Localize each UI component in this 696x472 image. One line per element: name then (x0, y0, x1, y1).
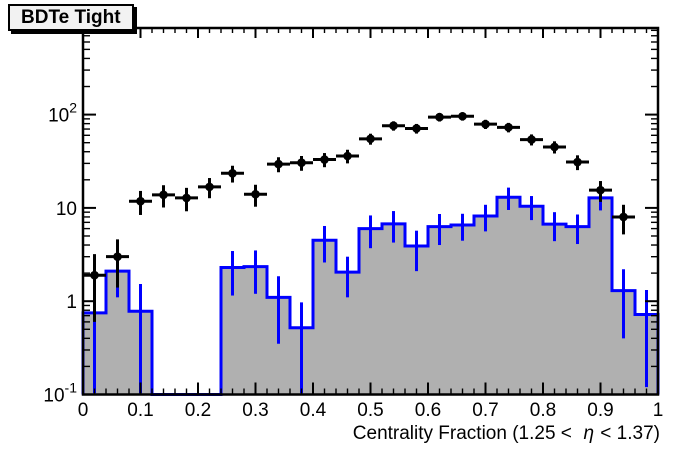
axis-ticks (82, 28, 659, 396)
eta-symbol: η (583, 423, 595, 444)
data-point-marker (297, 158, 306, 168)
x-tick-label: 0 (78, 400, 89, 421)
data-point-marker (366, 134, 375, 144)
data-point-marker (573, 157, 582, 167)
data-point-marker (389, 121, 398, 131)
x-tick-label: 0.9 (587, 400, 613, 421)
data-point-marker (159, 190, 168, 200)
x-axis-title-prefix: Centrality Fraction (1.25 < (352, 423, 583, 444)
y-tick-label: 1 (66, 292, 77, 313)
data-point-marker (90, 270, 99, 280)
x-axis-title: Centrality Fraction (1.25 < η < 1.37) (353, 423, 660, 445)
data-point-marker (550, 142, 559, 152)
data-point-marker (343, 151, 352, 161)
axis-tick-labels: 0 0.1 0.2 0.3 0.4 0.5 0.6 0.7 0.8 0.9 1 10-1 1 10 102 (43, 100, 663, 421)
x-tick-label: 1 (653, 400, 664, 421)
y-tick-label: 10-1 (43, 380, 77, 407)
x-tick-label: 0.8 (530, 400, 556, 421)
data-point-marker (205, 182, 214, 192)
data-point-marker (228, 168, 237, 178)
x-tick-label: 0.5 (357, 400, 383, 421)
x-tick-label: 0.1 (127, 400, 153, 421)
plot-title: BDTe Tight (21, 7, 121, 28)
data-point-marker (619, 212, 628, 222)
data-point-marker (527, 135, 536, 144)
y-tick-label: 102 (48, 100, 77, 127)
hist-fill (83, 197, 658, 395)
data-point-marker (251, 189, 260, 199)
x-axis-title-suffix: < 1.37) (595, 423, 660, 444)
data-point-marker (412, 124, 421, 133)
x-tick-label: 0.7 (472, 400, 498, 421)
data-point-marker (481, 119, 490, 129)
data-point-marker (182, 193, 191, 203)
data-point-marker (435, 112, 444, 122)
data-point-marker (274, 159, 283, 169)
x-tick-label: 0.4 (300, 400, 327, 421)
y-tick-label: 10 (56, 199, 77, 220)
data-point-marker (596, 185, 605, 195)
data-markers (90, 111, 628, 280)
data-point-marker (113, 252, 122, 261)
x-tick-label: 0.2 (185, 400, 211, 421)
data-point-marker (136, 196, 145, 206)
title-box: BDTe Tight (8, 4, 134, 31)
data-point-marker (504, 123, 513, 132)
x-tick-label: 0.3 (242, 400, 268, 421)
hist-error-bars (93, 187, 648, 394)
x-tick-label: 0.6 (415, 400, 441, 421)
data-point-marker (320, 155, 329, 164)
data-point-marker (458, 111, 467, 121)
